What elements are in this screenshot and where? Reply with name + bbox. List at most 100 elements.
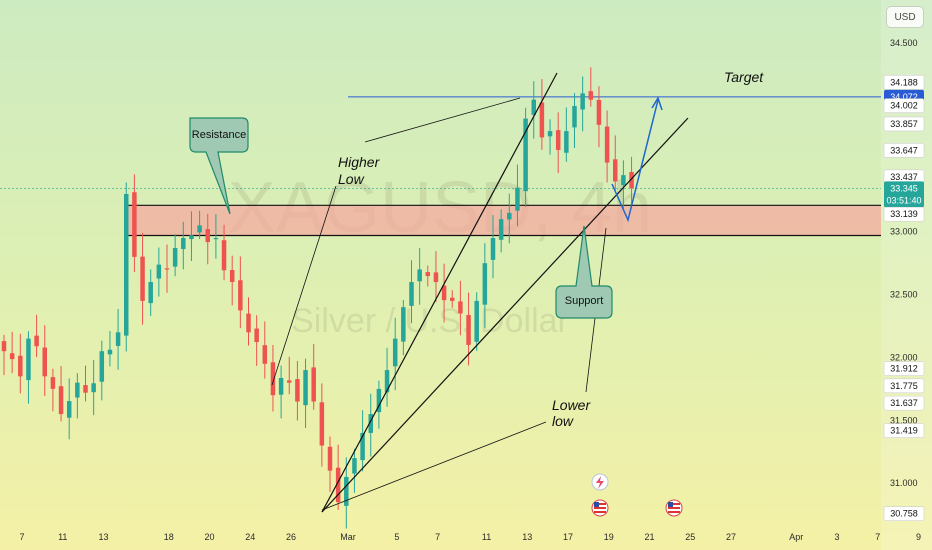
candle bbox=[360, 410, 365, 472]
candle bbox=[490, 215, 496, 279]
countdown-text: 03:51:40 bbox=[886, 195, 921, 205]
candle bbox=[482, 243, 488, 328]
candle bbox=[140, 233, 145, 325]
candle bbox=[172, 234, 178, 277]
candle bbox=[295, 360, 300, 421]
price-tick-label: 31.500 bbox=[890, 415, 918, 425]
price-label: 33.139 bbox=[883, 206, 925, 222]
candle bbox=[523, 107, 528, 207]
candle bbox=[596, 86, 602, 148]
candle bbox=[303, 358, 308, 429]
price-label: 33.857 bbox=[883, 116, 925, 132]
candle bbox=[507, 193, 512, 244]
candle bbox=[229, 255, 235, 306]
time-tick-label: 11 bbox=[482, 532, 491, 542]
support-resistance-zone bbox=[126, 205, 881, 236]
resistance-callout-box bbox=[189, 117, 249, 215]
flash-icon[interactable] bbox=[591, 473, 609, 491]
candle bbox=[115, 308, 121, 370]
lower-low-annotation-line2: low bbox=[552, 413, 574, 429]
price-tick-label: 32.500 bbox=[890, 290, 918, 300]
time-tick-label: 3 bbox=[834, 532, 839, 542]
channel-lower-line bbox=[321, 117, 689, 513]
candle bbox=[278, 365, 284, 419]
us-flag-icon[interactable] bbox=[591, 499, 609, 517]
price-label-text: 33.857 bbox=[890, 119, 918, 129]
time-tick-label: 27 bbox=[726, 532, 736, 542]
price-label-text: 34.002 bbox=[890, 101, 918, 111]
watermark-description: Silver / U.S. Dollar bbox=[291, 302, 569, 340]
time-tick-label: 17 bbox=[563, 532, 573, 542]
price-label: 33.647 bbox=[883, 143, 925, 158]
candle bbox=[613, 135, 618, 192]
time-tick-label: 13 bbox=[522, 532, 532, 542]
currency-button[interactable]: USD bbox=[886, 6, 924, 28]
time-tick-label: 9 bbox=[916, 532, 921, 542]
price-label-text: 31.912 bbox=[890, 364, 918, 374]
price-label-text: 33.345 bbox=[890, 183, 918, 193]
higher-low-annotation-line2: Low bbox=[338, 171, 365, 187]
candle bbox=[555, 112, 561, 174]
support-label: Support bbox=[565, 295, 604, 307]
projection-path bbox=[611, 99, 659, 223]
price-label: 34.188 bbox=[883, 75, 925, 90]
candle bbox=[246, 297, 251, 346]
candle bbox=[352, 448, 357, 493]
price-label-text: 30.758 bbox=[890, 509, 918, 519]
time-tick-label: 7 bbox=[875, 532, 880, 542]
candle bbox=[270, 344, 276, 412]
price-label-text: 33.139 bbox=[890, 209, 918, 219]
candle bbox=[604, 110, 610, 183]
candle bbox=[409, 260, 414, 324]
candle bbox=[99, 340, 105, 401]
candle bbox=[531, 81, 536, 139]
time-tick-label: 20 bbox=[204, 532, 214, 542]
time-tick-label: 11 bbox=[58, 532, 67, 542]
candle bbox=[474, 292, 479, 351]
resistance-label: Resistance bbox=[192, 129, 246, 141]
candle bbox=[392, 317, 398, 391]
price-label: 33.345 03:51:40 bbox=[884, 181, 924, 208]
channel-upper-line bbox=[321, 72, 558, 513]
candle bbox=[629, 156, 634, 206]
candles-layer bbox=[1, 67, 634, 529]
target-annotation: Target bbox=[724, 69, 764, 85]
candle bbox=[401, 300, 406, 356]
candle bbox=[107, 331, 113, 367]
price-label-text: 34.072 bbox=[890, 92, 918, 102]
price-label-text: 33.647 bbox=[890, 145, 918, 155]
candle bbox=[205, 213, 210, 265]
candle bbox=[384, 347, 390, 407]
time-tick-label: Mar bbox=[340, 532, 356, 542]
resistance-callout[interactable]: Resistance bbox=[189, 117, 249, 215]
candle bbox=[213, 214, 219, 259]
candle bbox=[58, 366, 64, 422]
candle bbox=[580, 76, 585, 132]
candle bbox=[515, 164, 520, 227]
candle bbox=[327, 436, 333, 493]
time-tick-label: 21 bbox=[645, 532, 655, 542]
candle bbox=[181, 221, 186, 270]
price-axis[interactable]: 34.500 33.000 32.500 32.000 31.500 31.000 34.1… bbox=[881, 0, 932, 550]
candle bbox=[34, 314, 39, 358]
candle bbox=[417, 247, 422, 305]
candle bbox=[311, 344, 316, 410]
higher-low-pointer bbox=[271, 185, 337, 386]
candle bbox=[42, 325, 47, 396]
price-tick-label: 32.000 bbox=[890, 352, 918, 362]
price-label: 30.758 bbox=[883, 506, 925, 521]
candle bbox=[621, 160, 626, 209]
price-label-text: 34.188 bbox=[890, 77, 918, 87]
time-axis[interactable]: 7 11 13 18 20 24 26 Mar 5 7 11 13 17 19 21 25 27 Apr 3 7 9 bbox=[19, 532, 921, 542]
projection-arrowhead bbox=[651, 96, 663, 111]
lower-low-pointer bbox=[321, 421, 547, 511]
support-callout[interactable]: Support bbox=[555, 225, 613, 319]
price-tick-label: 33.000 bbox=[890, 227, 918, 237]
candle bbox=[254, 315, 259, 366]
price-tick-label: 34.500 bbox=[890, 38, 918, 48]
candle bbox=[124, 182, 129, 352]
candle bbox=[458, 280, 463, 336]
price-tick-label: 31.000 bbox=[890, 478, 918, 488]
us-flag-icon[interactable] bbox=[665, 499, 683, 517]
